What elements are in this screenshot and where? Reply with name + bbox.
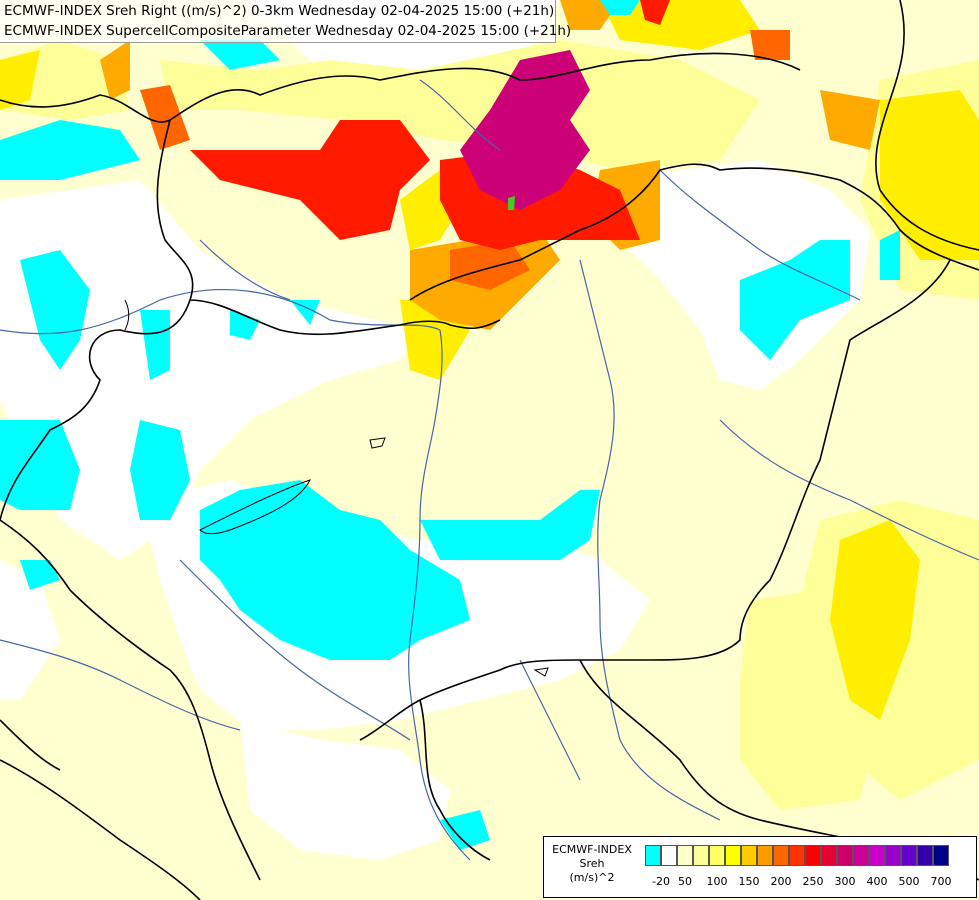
magenta-areas (460, 50, 590, 210)
map-title-box: ECMWF-INDEX Sreh Right ((m/s)^2) 0-3km W… (0, 0, 572, 43)
legend-swatch (645, 845, 661, 866)
legend-tick-label: 400 (866, 875, 888, 888)
legend-swatch (853, 845, 869, 866)
legend-color-bar (645, 845, 949, 866)
legend-title-line-2: Sreh (579, 857, 605, 870)
legend-tick-label: 200 (770, 875, 792, 888)
legend-swatch (709, 845, 725, 866)
legend-tick-label: 100 (706, 875, 728, 888)
legend-swatch (837, 845, 853, 866)
legend-tick-labels: -20 50 100 150 200 250 300 400 500 700 (645, 875, 975, 891)
legend-swatch (677, 845, 693, 866)
legend-tick-label: 700 (930, 875, 952, 888)
title-line-1: ECMWF-INDEX Sreh Right ((m/s)^2) 0-3km W… (4, 3, 555, 19)
legend-tick-label: 500 (898, 875, 920, 888)
yellow-areas (0, 0, 979, 720)
legend-title: ECMWF-INDEX Sreh (m/s)^2 (546, 843, 638, 885)
legend-swatch (741, 845, 757, 866)
legend-swatch (885, 845, 901, 866)
legend-title-line-3: (m/s)^2 (569, 871, 615, 884)
legend-swatch (821, 845, 837, 866)
legend-swatch (661, 845, 677, 866)
legend-tick-label: 300 (834, 875, 856, 888)
lakes (124, 299, 549, 677)
cyan-areas (0, 0, 900, 850)
legend-tick-label: 150 (738, 875, 760, 888)
orange-red-areas (140, 30, 790, 290)
legend-tick-label: 50 (678, 875, 692, 888)
color-legend: ECMWF-INDEX Sreh (m/s)^2 -20 50 100 150 200 2… (543, 836, 977, 898)
legend-swatch (901, 845, 917, 866)
legend-swatch (805, 845, 821, 866)
legend-title-line-1: ECMWF-INDEX (552, 843, 632, 856)
legend-tick-label: -20 (652, 875, 670, 888)
legend-swatch (869, 845, 885, 866)
green-marker (508, 196, 515, 210)
legend-swatch (773, 845, 789, 866)
legend-swatch (789, 845, 805, 866)
legend-swatch (917, 845, 933, 866)
legend-swatch (725, 845, 741, 866)
legend-tick-label: 250 (802, 875, 824, 888)
legend-swatch (757, 845, 773, 866)
title-line-2: ECMWF-INDEX SupercellCompositeParameter … (4, 23, 572, 39)
rivers (0, 79, 979, 861)
legend-swatch (693, 845, 709, 866)
legend-swatch (933, 845, 949, 866)
